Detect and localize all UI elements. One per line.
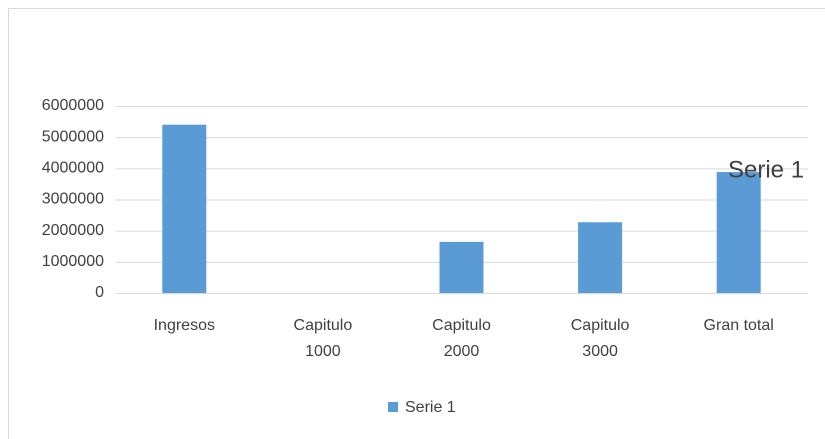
chart-title: Serie 1: [728, 156, 804, 183]
y-tick-label: 6000000: [42, 97, 104, 114]
x-tick-label: Capitulo 1000: [293, 317, 353, 360]
x-tick-label: Capitulo 2000: [432, 317, 491, 360]
y-tick-label: 0: [95, 284, 104, 301]
x-tick-label: Capitulo 3000: [570, 317, 630, 360]
legend-swatch: [388, 402, 398, 412]
y-tick-label: 4000000: [42, 160, 104, 177]
y-tick-label: 2000000: [42, 222, 104, 239]
y-tick-label: 5000000: [42, 128, 104, 145]
bar: [716, 172, 761, 293]
chart-border: [8, 8, 825, 439]
bar: [578, 222, 623, 293]
x-tick-label: Ingresos: [153, 317, 215, 334]
x-tick-label: Gran total: [703, 317, 774, 334]
y-tick-label: 3000000: [42, 191, 104, 208]
y-tick-label: 1000000: [42, 253, 104, 270]
bar: [439, 241, 484, 293]
bar: [162, 124, 207, 293]
legend-label: Serie 1: [405, 399, 456, 416]
